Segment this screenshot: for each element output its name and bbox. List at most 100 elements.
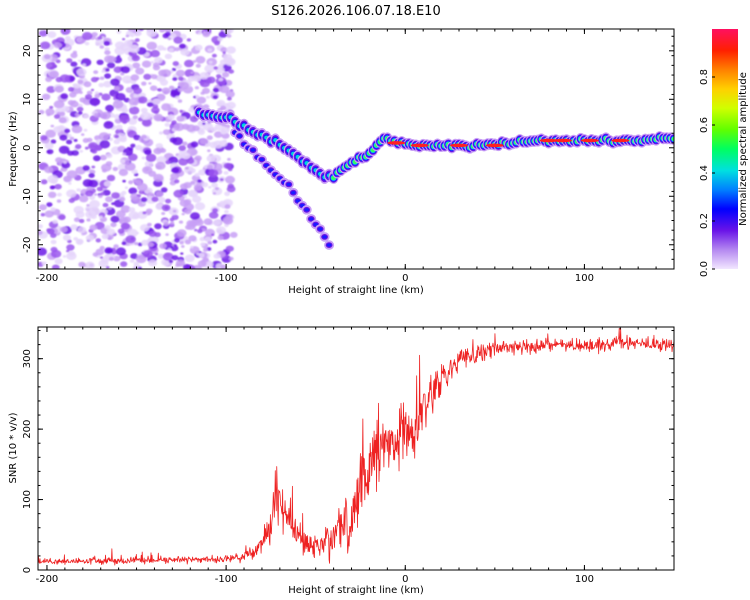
noise-speckle [84, 146, 89, 150]
noise-speckle [199, 138, 209, 145]
noise-speckle [190, 71, 194, 74]
noise-speckle [192, 60, 197, 63]
noise-speckle [96, 186, 103, 192]
noise-speckle [46, 228, 52, 232]
noise-speckle [81, 31, 93, 41]
noise-speckle [142, 250, 153, 258]
noise-speckle [202, 122, 213, 131]
noise-speckle [94, 93, 101, 99]
noise-speckle [203, 248, 208, 252]
spectral-mark [259, 157, 265, 162]
noise-speckle [173, 36, 183, 44]
noise-speckle [45, 62, 57, 70]
noise-speckle [228, 69, 235, 74]
noise-speckle [140, 197, 148, 203]
noise-speckle [85, 190, 94, 197]
noise-speckle [49, 105, 54, 109]
noise-speckle [204, 64, 215, 73]
noise-speckle [177, 81, 185, 87]
noise-speckle [96, 59, 104, 65]
noise-speckle [230, 231, 238, 238]
noise-speckle [202, 104, 210, 110]
spectral-mark [326, 243, 332, 247]
noise-speckle [54, 85, 64, 93]
noise-speckle [122, 216, 132, 223]
noise-speckle [128, 44, 140, 53]
noise-speckle [77, 59, 82, 62]
noise-speckle [132, 115, 138, 120]
noise-speckle [86, 90, 93, 95]
noise-speckle [135, 179, 142, 185]
noise-speckle [187, 189, 198, 198]
noise-speckle [186, 38, 192, 42]
noise-speckle [190, 141, 199, 148]
y-tick-label: 300 [22, 349, 33, 368]
noise-speckle [148, 259, 158, 267]
noise-speckle [99, 245, 105, 250]
noise-speckle [155, 161, 166, 170]
noise-speckle [193, 75, 202, 82]
noise-speckle [201, 228, 206, 232]
noise-speckle [222, 139, 227, 143]
noise-speckle [66, 189, 77, 198]
noise-speckle [223, 171, 229, 175]
noise-speckle [164, 53, 173, 60]
noise-speckle [220, 264, 227, 269]
noise-speckle [171, 167, 180, 174]
noise-speckle [124, 162, 136, 171]
noise-speckle [90, 88, 95, 92]
noise-speckle [70, 52, 78, 59]
noise-speckle [194, 172, 200, 177]
noise-speckle [224, 204, 231, 209]
noise-speckle [217, 235, 224, 241]
noise-speckle [62, 234, 71, 241]
noise-speckle [206, 154, 216, 163]
noise-speckle [197, 31, 202, 35]
noise-speckle [60, 93, 69, 100]
noise-speckle [132, 62, 141, 69]
noise-speckle [118, 168, 129, 177]
noise-speckle [73, 217, 80, 222]
noise-speckle [116, 124, 123, 130]
noise-speckle [173, 238, 180, 243]
noise-speckle [85, 261, 95, 269]
noise-speckle [104, 47, 110, 52]
noise-speckle [179, 109, 183, 113]
noise-speckle [169, 217, 175, 222]
noise-speckle [159, 148, 167, 154]
noise-speckle [164, 31, 171, 37]
noise-speckle [46, 86, 56, 93]
snr-panel: -200 -100 0 100 0 100 200 300 Height of straig… [8, 326, 675, 596]
noise-speckle [161, 204, 171, 212]
spectral-mark [671, 136, 674, 142]
noise-speckle [130, 74, 140, 81]
noise-speckle [113, 86, 120, 91]
noise-speckle [224, 191, 231, 197]
noise-speckle [98, 82, 104, 88]
noise-speckle [182, 141, 188, 146]
noise-speckle [160, 69, 172, 78]
noise-speckle [225, 57, 235, 65]
noise-speckle [89, 195, 96, 201]
noise-speckle [61, 105, 70, 112]
noise-speckle [210, 126, 217, 132]
noise-speckle [58, 145, 70, 154]
noise-speckle [115, 93, 126, 101]
noise-speckle [147, 242, 154, 248]
noise-speckle [202, 122, 206, 125]
y-tick-label: 20 [22, 44, 33, 57]
y-tick-label: 0 [22, 567, 33, 573]
noise-speckle [53, 42, 62, 49]
noise-speckle [202, 31, 211, 38]
noise-speckle [159, 131, 163, 135]
noise-speckle [141, 81, 147, 86]
noise-speckle [66, 244, 75, 251]
spectral-peak [580, 138, 599, 143]
noise-speckle [84, 41, 90, 46]
noise-speckle [198, 253, 205, 258]
noise-speckle [128, 180, 134, 185]
noise-speckle [224, 209, 229, 214]
spectral-mark [317, 227, 323, 231]
colorbar-ticks: 0.0 0.2 0.4 0.6 0.8 [699, 69, 715, 277]
noise-speckle [61, 161, 71, 169]
